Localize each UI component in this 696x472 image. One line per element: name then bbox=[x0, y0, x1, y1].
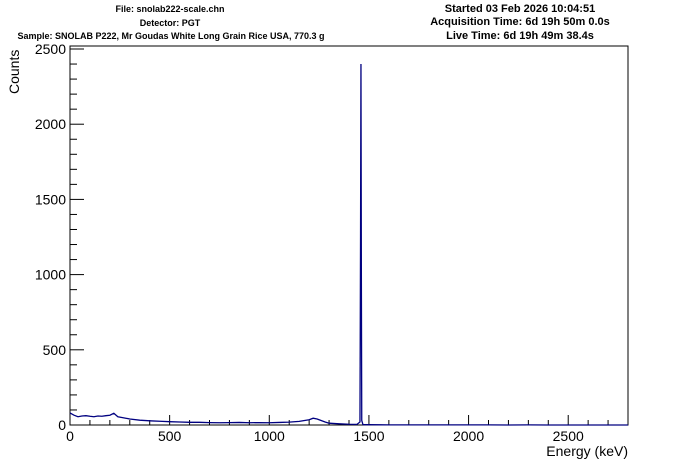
x-tick-label: 0 bbox=[66, 428, 74, 444]
series-group bbox=[69, 64, 628, 426]
x-tick-label: 2000 bbox=[453, 428, 484, 444]
y-tick-label: 500 bbox=[43, 342, 67, 358]
x-axis-label: Energy (keV) bbox=[546, 443, 628, 459]
plot-frame bbox=[69, 45, 629, 426]
axis-ticks: 0 500 1000 1500 2000 2500 0 500 1000 1500 2000 2500 bbox=[35, 41, 609, 444]
y-tick-label: 2000 bbox=[35, 116, 66, 132]
detector-label: Detector: PGT bbox=[139, 18, 201, 28]
x-tick-label: 500 bbox=[158, 428, 182, 444]
y-tick-label: 1500 bbox=[35, 191, 66, 207]
live-time-label: Live Time: 6d 19h 49m 38.4s bbox=[446, 30, 594, 42]
started-label: Started 03 Feb 2026 10:04:51 bbox=[444, 3, 596, 15]
acquisition-time-label: Acquisition Time: 6d 19h 50m 0.0s bbox=[430, 16, 610, 28]
y-axis-label: Counts bbox=[6, 49, 22, 94]
file-label: File: snolab222-scale.chn bbox=[115, 4, 225, 14]
sample-label: Sample: SNOLAB P222, Mr Goudas White Lon… bbox=[17, 31, 325, 41]
spectrum-line bbox=[69, 64, 628, 426]
x-tick-label: 2500 bbox=[553, 428, 584, 444]
y-tick-label: 1000 bbox=[35, 267, 66, 283]
y-tick-label: 0 bbox=[58, 417, 66, 433]
x-tick-label: 1500 bbox=[353, 428, 384, 444]
x-tick-label: 1000 bbox=[254, 428, 285, 444]
y-tick-label: 2500 bbox=[35, 41, 66, 57]
